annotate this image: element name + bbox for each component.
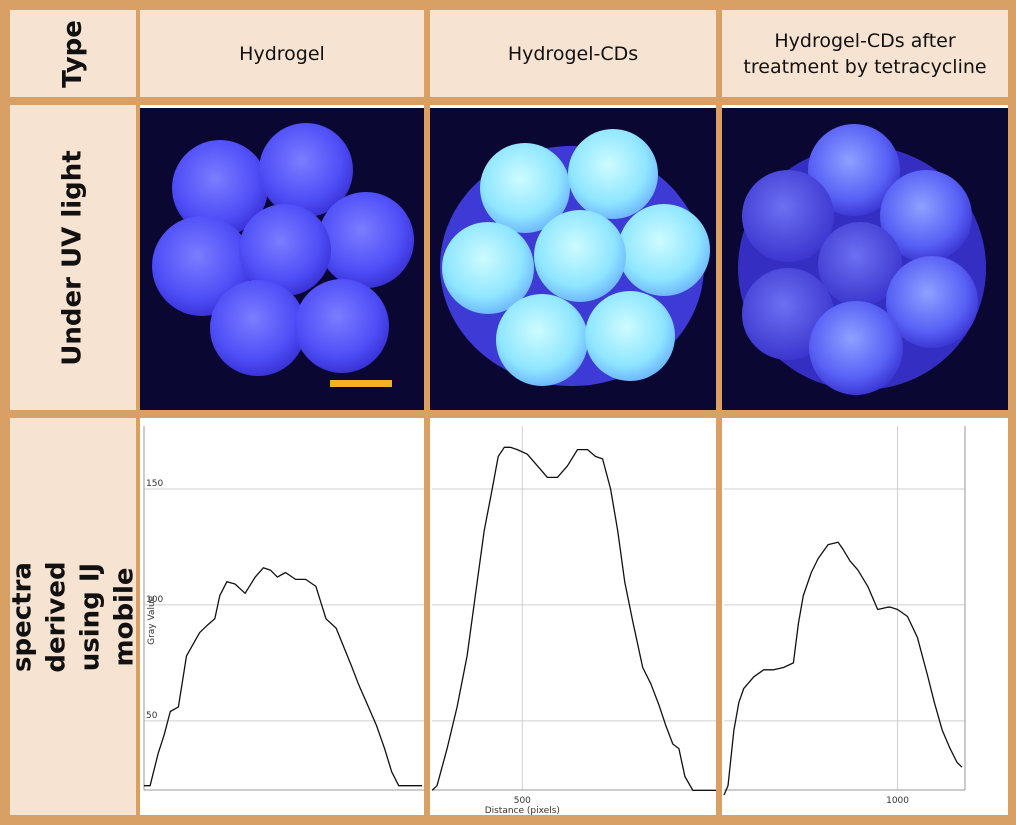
divider-col-1	[136, 0, 140, 825]
divider-row-2	[0, 410, 1016, 418]
photo-hydrogel-cds	[430, 108, 716, 410]
row-header-uv-label: Under UV light	[58, 149, 88, 366]
divider-col-3	[716, 0, 722, 825]
column-header-line-1: Hydrogel-CDs after	[774, 29, 956, 52]
y-axis-label: Gray Value	[147, 595, 157, 645]
row-header-intensity: Intensity spectra derived using IJ mobil…	[0, 418, 173, 815]
scale-bar	[330, 380, 392, 387]
x-tick-label: 500	[514, 796, 531, 806]
photo-hydrogel	[140, 108, 424, 410]
divider-row-1	[0, 97, 1016, 105]
x-tick-label: 1000	[886, 796, 909, 806]
x-axis-label: Distance (pixels)	[485, 806, 560, 815]
y-tick-label: 100	[146, 595, 163, 605]
intensity-chart-hydrogel-cds-tetracycline: 1000	[722, 418, 1008, 815]
intensity-line	[723, 541, 963, 796]
y-tick-label: 150	[146, 479, 163, 489]
divider-col-2	[424, 0, 430, 825]
y-tick-label: 50	[146, 711, 158, 721]
row-header-type: Type	[10, 10, 136, 97]
border-bottom	[0, 815, 1016, 825]
column-header-hydrogel-cds-tetracycline: Hydrogel-CDs after treatment by tetracyc…	[722, 10, 1008, 97]
column-header-hydrogel: Hydrogel	[140, 10, 424, 97]
intensity-line	[144, 567, 422, 787]
intensity-line	[431, 446, 716, 792]
row-header-type-label: Type	[58, 19, 88, 88]
photo-hydrogel-cds-tetracycline	[722, 108, 1008, 410]
intensity-chart-hydrogel-cds-tetracycline-svg: 1000	[723, 426, 966, 806]
intensity-chart-hydrogel-svg: 50 100 150 Gray Value	[143, 426, 424, 791]
border-top	[0, 0, 1016, 10]
column-header-hydrogel-cds: Hydrogel-CDs	[430, 10, 716, 97]
column-header-line-2: treatment by tetracycline	[743, 55, 987, 78]
intensity-chart-hydrogel: 50 100 150 Gray Value	[140, 418, 424, 815]
row-header-uv: Under UV light	[10, 105, 136, 410]
intensity-chart-hydrogel-cds: 500 Distance (pixels)	[430, 418, 716, 815]
